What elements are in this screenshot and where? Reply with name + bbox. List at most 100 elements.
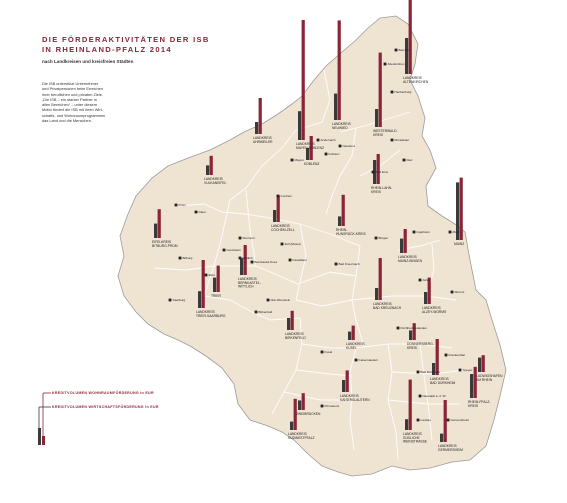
business-bar [338,216,342,226]
district-label: DONNERSBERG- [407,342,434,346]
city-marker [394,48,398,52]
city-name: Kastellaun [293,258,308,262]
city-marker [266,298,270,302]
district-label: TRIER-SAARBURG [196,314,226,318]
district-label: COCHEM-ZELL [271,228,295,232]
city-marker [288,258,292,262]
city-marker [412,230,416,234]
legend-housing-bar [42,436,45,445]
housing-bar [376,154,380,184]
district-label: KREIS [407,346,418,350]
city-name: Cochem [281,194,293,198]
housing-bar [337,20,341,120]
intro-line: das Land und die Menschen. [42,118,92,124]
intro-line: und Privatpersonen beim Erreichen [42,86,103,92]
district-label: LANDKREIS [438,444,457,448]
district-label: LANDKREIS [238,277,257,281]
business-bar [348,331,352,340]
business-bar [375,288,379,300]
district-label: ALZEY-WORMS [422,310,447,314]
business-bar [298,400,302,410]
city-marker [402,158,406,162]
city-marker [238,256,242,260]
city-marker [316,138,320,142]
district-label: WITTLICH [238,285,254,289]
district-label: TRIER [211,294,222,298]
city-marker [371,170,375,174]
housing-bar [345,370,349,392]
city-name: Wittlich [243,256,253,260]
city-name: Bad Ems [376,170,389,174]
city-name: Saarburg [173,298,186,302]
district-label: AHRWEILER [253,140,273,144]
housing-bar [301,393,305,410]
city-name: Bad Kreuznach [339,262,360,266]
city-name: Germersheim [451,418,470,422]
city-name: Landau [421,418,432,422]
housing-bar [341,194,345,226]
housing-bar [378,52,382,127]
business-bar [287,318,291,330]
city-marker [418,278,422,282]
city-marker [320,404,324,408]
district-label: BAD DÜRKHEIM [430,381,456,385]
district-label: LANDKREIS [285,332,304,336]
city-marker [250,260,254,264]
city-name: Montabaur [395,138,410,142]
business-bar [440,433,444,442]
business-bar [470,374,474,398]
city-marker [444,353,448,357]
district-label: KREIS [468,404,479,408]
district-label: RHEIN-LAHN- [371,186,392,190]
city-name: Bad Dürkheim [421,370,441,374]
legend-business: KREDITVOLUMEN WIRTSCHAFTSFÖRDERUNG in EU… [52,405,159,409]
district-label: AM RHEIN [476,378,493,382]
business-bar [290,421,294,430]
city-name: Diez [407,158,414,162]
city-name: Bitburg [183,256,193,260]
city-marker [238,236,242,240]
district-label: RHEIN- [336,228,347,232]
city-marker [254,310,258,314]
district-label: LANDKREIS [288,432,307,436]
intro-line: Die ISB unterstützt Unternehmer [42,81,99,86]
housing-bar [201,260,205,308]
housing-bar [351,325,355,340]
district-label: LANDKREIS [373,302,392,306]
business-bar [405,419,409,430]
city-name: Gerolstein [227,248,241,252]
city-marker [194,210,198,214]
city-name: Kusel [325,350,333,354]
district-label: BIRKENFELD [285,336,306,340]
housing-bar [473,366,477,398]
city-name: Mainz [453,230,462,234]
city-marker [178,256,182,260]
business-bar [206,165,210,175]
district-labels: LANDKREISALTENKIRCHENLANDKREISNEUWIEDWES… [152,76,503,452]
city-marker [290,158,294,162]
housing-bar [408,0,412,74]
city-marker [383,62,387,66]
city-name: Neuwied [343,144,355,148]
city-marker [418,394,422,398]
housing-bar [427,277,431,304]
city-marker [354,358,358,362]
intro-line: „Die ISB – ein starker Partner in [42,96,97,102]
district-label: LANDKREIS [296,142,315,146]
intro-text: Die ISB unterstützt Unternehmer und Priva… [42,81,137,123]
business-bar [334,93,338,120]
district-label: LANDKREIS [253,136,272,140]
district-label: ZWEIBRÜCKEN [296,412,321,416]
business-bar [400,238,404,253]
city-marker [450,290,454,294]
housing-bar [157,209,161,238]
city-marker [416,418,420,422]
title-line-1: Die Förderaktivitäten der ISB [42,35,210,44]
city-marker [416,370,420,374]
district-label: GERMERSHEIM [438,448,463,452]
business-bar [424,292,428,304]
district-label: MAINZ [454,242,464,246]
city-marker [390,138,394,142]
